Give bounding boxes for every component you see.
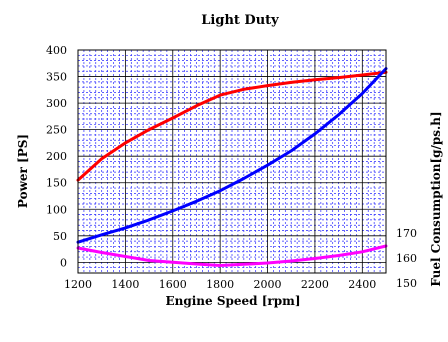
- y-right-tick-label: 170: [396, 227, 417, 240]
- x-tick-label: 2200: [301, 278, 329, 291]
- y-left-tick-label: 350: [46, 71, 67, 84]
- y-axis-title-left: Power [PS]: [16, 134, 30, 208]
- y-left-tick-label: 400: [46, 44, 67, 57]
- y-left-tick-label: 50: [53, 230, 67, 243]
- series-line-3: [76, 244, 388, 267]
- x-tick-label: 1600: [159, 278, 187, 291]
- chart-title: Light Duty: [201, 13, 279, 28]
- y-right-tick-label: 160: [396, 252, 417, 265]
- x-axis-title: Engine Speed [rpm]: [165, 294, 300, 308]
- y-left-tick-label: 150: [46, 177, 67, 190]
- x-tick-label: 2000: [254, 278, 282, 291]
- series-line-2: [76, 67, 388, 244]
- y-left-tick-label: 0: [60, 256, 67, 269]
- y-left-tick-label: 250: [46, 124, 67, 137]
- x-tick-label: 1800: [206, 278, 234, 291]
- x-tick-label: 1400: [111, 278, 139, 291]
- y-axis-title-right: Fuel Consumption[g/ps.h]: [429, 111, 443, 286]
- y-right-tick-label: 150: [396, 277, 417, 290]
- y-left-tick-label: 100: [46, 203, 67, 216]
- x-tick-label: 1200: [64, 278, 92, 291]
- tick-labels: 1200 1400 1600 1800 2000 2200 2400 0 50 100 150 200…: [46, 44, 417, 291]
- x-tick-label: 2400: [348, 278, 376, 291]
- plot-frame: [77, 49, 387, 274]
- series-line-1: [76, 70, 388, 182]
- y-left-tick-label: 300: [46, 97, 67, 110]
- grid: [77, 49, 387, 274]
- series-layer: [76, 67, 388, 267]
- y-left-tick-label: 200: [46, 150, 67, 163]
